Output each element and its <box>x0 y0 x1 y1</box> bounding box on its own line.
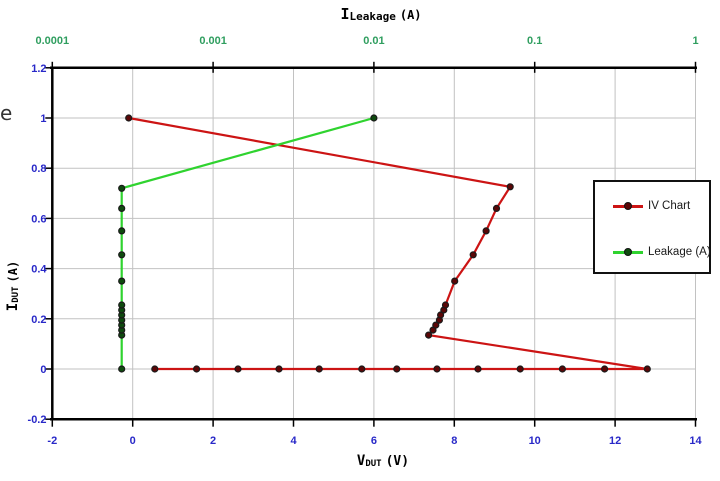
bottom-axis-title-symbol: V <box>356 453 366 469</box>
left-tick-label: 0 <box>40 364 46 376</box>
left-axis-title-unit: (A) <box>6 260 20 283</box>
iv-chart-marker <box>474 365 482 373</box>
iv-chart-marker <box>315 365 323 373</box>
legend-item-leakage: Leakage (A) <box>613 245 711 259</box>
left-tick-label: 0.6 <box>31 213 46 225</box>
top-axis-title: ILeakage (A) <box>321 5 441 24</box>
bottom-axis-title-unit: (V) <box>385 454 410 469</box>
legend: IV Chart Leakage (A) <box>593 180 711 274</box>
iv-chart-marker <box>151 365 159 373</box>
iv-chart-marker <box>234 365 242 373</box>
leakage-a-marker <box>118 227 126 235</box>
left-tick-label: 1.2 <box>31 63 46 75</box>
iv-chart-marker <box>437 311 445 319</box>
legend-label-leakage: Leakage (A) <box>648 246 711 258</box>
left-tick-label: 1 <box>40 113 46 125</box>
leakage-a-marker <box>118 184 126 192</box>
legend-marker-icon <box>624 248 632 256</box>
bottom-tick-label: 10 <box>529 435 541 447</box>
iv-chart-marker <box>432 321 440 329</box>
top-axis-title-subscript: Leakage <box>349 10 396 23</box>
bottom-tick-label: 8 <box>451 435 457 447</box>
leakage-legend-swatch <box>613 245 643 259</box>
left-tick-label: -0.2 <box>28 414 47 426</box>
bottom-tick-label: 12 <box>609 435 621 447</box>
iv-chart-marker <box>451 277 459 285</box>
left-tick-label: 0.2 <box>31 314 46 326</box>
iv-chart-marker <box>275 365 283 373</box>
legend-item-iv-chart: IV Chart <box>613 199 690 213</box>
top-tick-label: 0.1 <box>527 35 542 47</box>
iv-chart-marker <box>643 365 651 373</box>
iv-chart-marker <box>469 251 477 259</box>
top-tick-label: 0.001 <box>199 35 227 47</box>
top-tick-label: 1 <box>692 35 698 47</box>
top-axis-title-symbol: I <box>340 5 350 23</box>
iv-chart-marker <box>441 301 450 309</box>
iv-chart-marker <box>193 365 201 373</box>
left-axis-title: IDUT (A) <box>4 241 22 331</box>
bottom-tick-label: 14 <box>689 435 702 447</box>
bottom-tick-label: 0 <box>130 435 136 447</box>
leakage-a-marker <box>118 277 126 285</box>
iv-chart-marker <box>482 227 490 235</box>
bottom-axis-title-subscript: DUT <box>365 459 382 469</box>
iv-chart-marker <box>358 365 366 373</box>
left-axis-title-symbol: I <box>5 302 21 312</box>
leakage-a-marker <box>370 114 378 122</box>
leakage-a-marker <box>118 204 126 212</box>
left-tick-label: 0.8 <box>31 163 46 175</box>
legend-marker-icon <box>624 202 632 210</box>
iv-chart-marker <box>125 114 133 122</box>
iv-chart-marker <box>516 365 524 373</box>
iv-chart-marker <box>600 365 609 373</box>
left-axis-title-subscript: DUT <box>11 286 21 303</box>
bottom-axis-title: VDUT (V) <box>323 452 443 470</box>
top-axis-title-unit: (A) <box>399 8 422 22</box>
iv-chart-marker <box>433 365 441 373</box>
bottom-tick-label: 2 <box>210 435 216 447</box>
iv-chart-legend-swatch <box>613 199 643 213</box>
legend-label-iv-chart: IV Chart <box>648 200 691 212</box>
left-tick-label: 0.4 <box>31 264 47 276</box>
top-tick-label: 0.01 <box>363 35 384 47</box>
leakage-a-marker <box>118 365 126 373</box>
leakage-a-marker <box>118 301 126 309</box>
iv-chart-marker <box>393 365 401 373</box>
leakage-a-marker <box>118 251 126 259</box>
iv-chart-line <box>128 116 648 371</box>
iv-chart-marker <box>425 331 433 339</box>
iv-chart-marker <box>506 183 514 191</box>
bottom-tick-label: -2 <box>47 435 57 447</box>
bottom-tick-label: 6 <box>371 435 377 447</box>
iv-chart-marker <box>558 365 567 373</box>
iv-chart-marker <box>492 204 501 212</box>
bottom-tick-label: 4 <box>290 435 297 447</box>
clipped-letter-artifact: e <box>0 101 13 125</box>
top-tick-label: 0.0001 <box>35 35 69 47</box>
